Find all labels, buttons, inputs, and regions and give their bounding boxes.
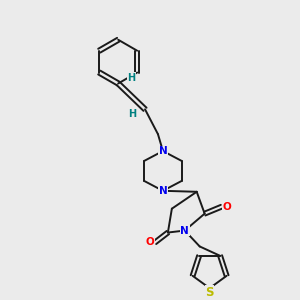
Text: O: O [222, 202, 231, 212]
Text: H: H [127, 73, 135, 82]
Text: N: N [158, 186, 167, 196]
Text: H: H [128, 109, 136, 119]
Text: N: N [180, 226, 189, 236]
Text: S: S [206, 286, 214, 299]
Text: O: O [146, 238, 154, 248]
Text: N: N [158, 146, 167, 156]
